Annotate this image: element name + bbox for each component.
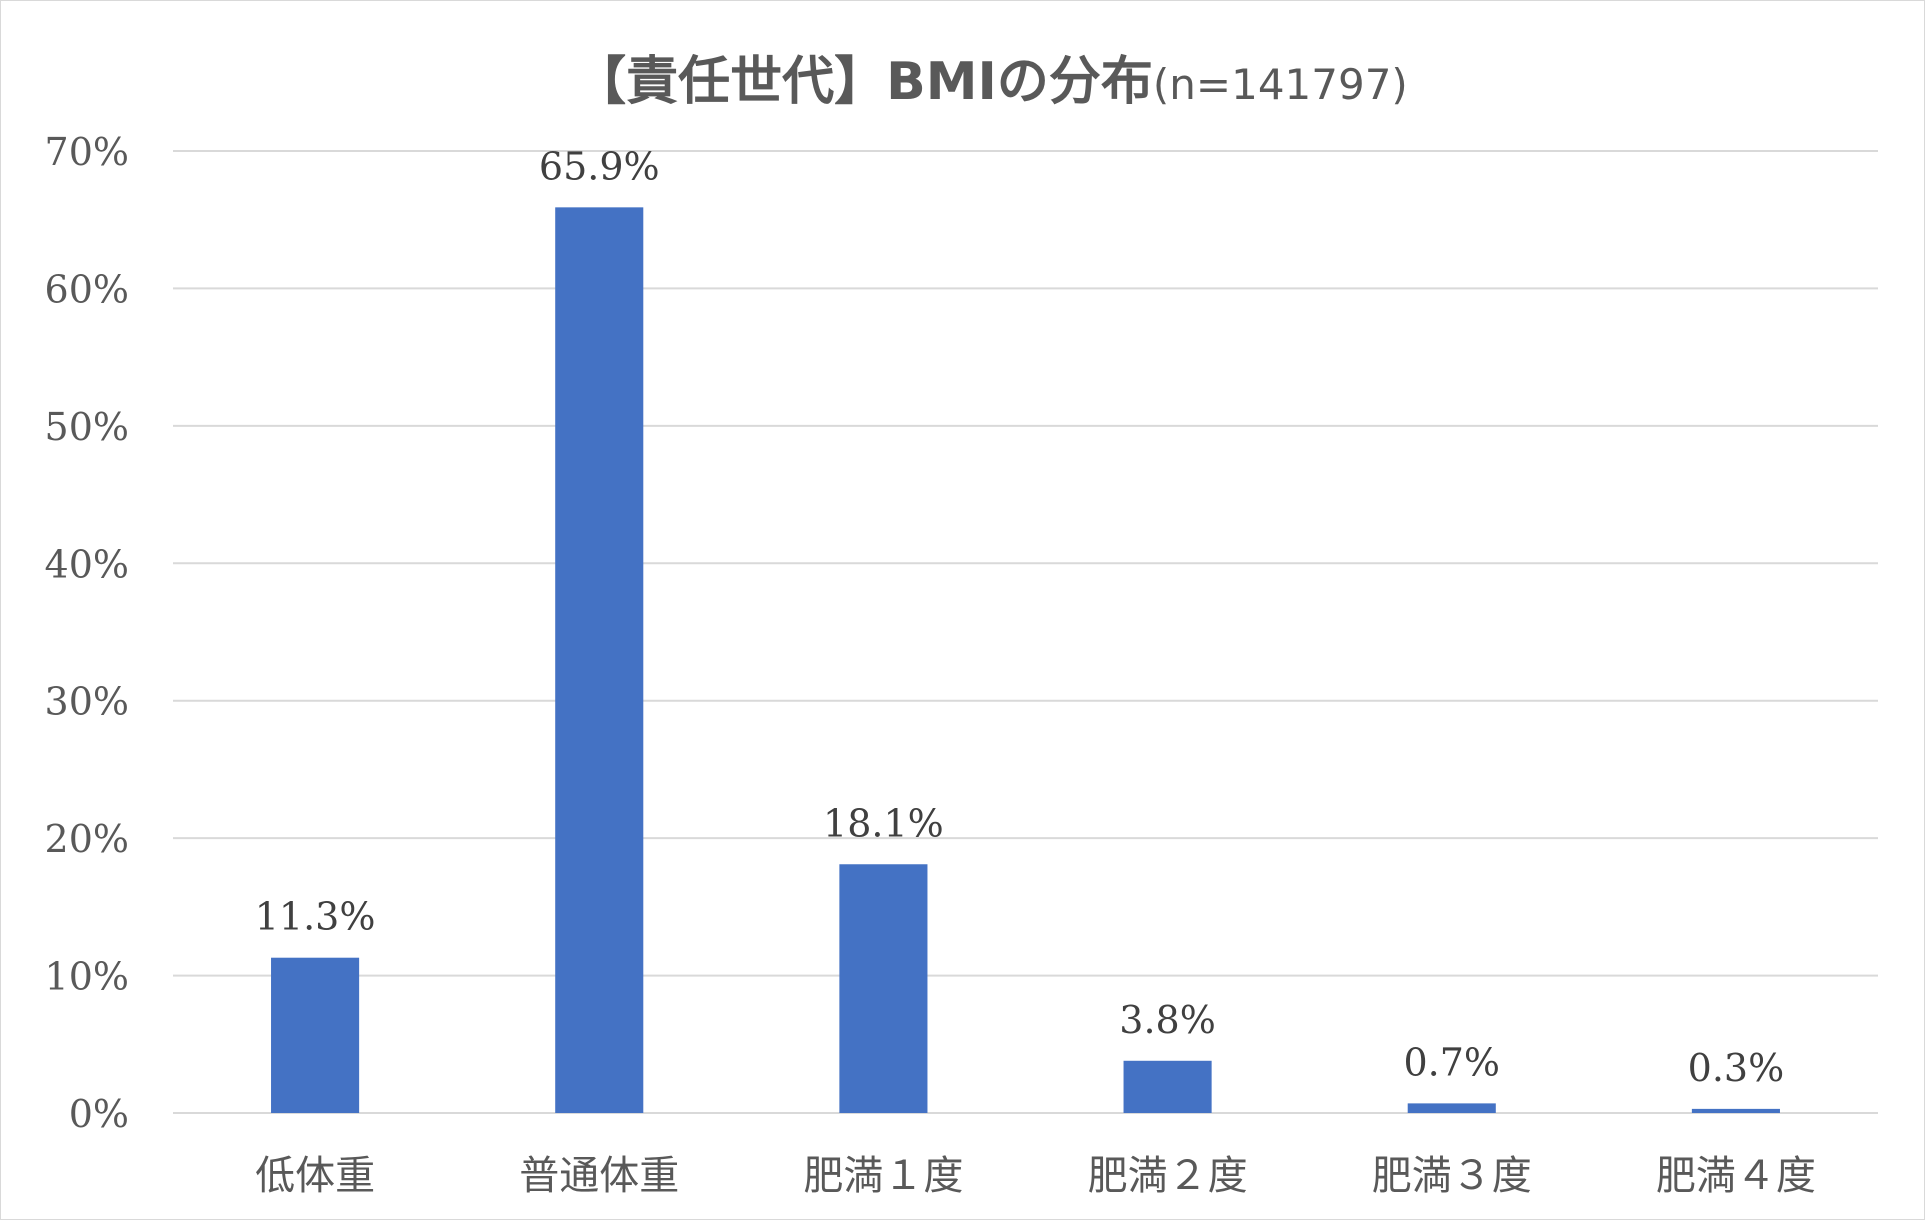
bar: [1691, 1108, 1780, 1113]
y-tick-label: 20%: [45, 817, 129, 861]
y-tick-label: 60%: [45, 267, 129, 311]
bar-data-label: 0.7%: [1403, 1040, 1500, 1084]
y-axis-ticks: 0% 10% 20% 30% 40% 50% 60% 70%: [45, 130, 129, 1136]
y-tick-label: 50%: [45, 405, 129, 449]
chart-title: 【責任世代】BMIの分布(n=141797): [574, 52, 1408, 112]
y-tick-label: 30%: [45, 680, 129, 724]
bar-data-label: 65.9%: [539, 144, 660, 188]
x-category-label: 普通体重: [519, 1153, 679, 1199]
chart-title-main: 【責任世代】BMIの分布: [574, 52, 1153, 112]
y-tick-label: 10%: [45, 955, 129, 999]
gridlines: [173, 150, 1878, 1114]
y-tick-label: 70%: [45, 130, 129, 174]
x-category-label: 肥満１度: [803, 1153, 963, 1199]
x-axis-categories: 低体重 普通体重 肥満１度 肥満２度 肥満３度 肥満４度: [255, 1153, 1816, 1199]
chart-title-subtitle: (n=141797): [1153, 60, 1408, 109]
bar: [271, 957, 360, 1113]
bar-data-label: 11.3%: [255, 895, 376, 939]
y-tick-label: 40%: [45, 542, 129, 586]
y-tick-label: 0%: [69, 1092, 129, 1136]
x-category-label: 肥満４度: [1656, 1153, 1816, 1199]
bar: [1123, 1060, 1212, 1113]
bar: [839, 864, 928, 1113]
data-labels: 11.3% 65.9% 18.1% 3.8% 0.7% 0.3%: [255, 144, 1784, 1090]
x-category-label: 肥満２度: [1088, 1153, 1248, 1199]
bar: [1407, 1103, 1496, 1113]
bar-data-label: 3.8%: [1119, 998, 1216, 1042]
bar: [555, 207, 644, 1114]
bars: [271, 207, 1780, 1114]
bar-data-label: 0.3%: [1688, 1046, 1785, 1090]
x-category-label: 肥満３度: [1372, 1153, 1532, 1199]
x-category-label: 低体重: [255, 1153, 375, 1199]
bar-data-label: 18.1%: [823, 801, 944, 845]
